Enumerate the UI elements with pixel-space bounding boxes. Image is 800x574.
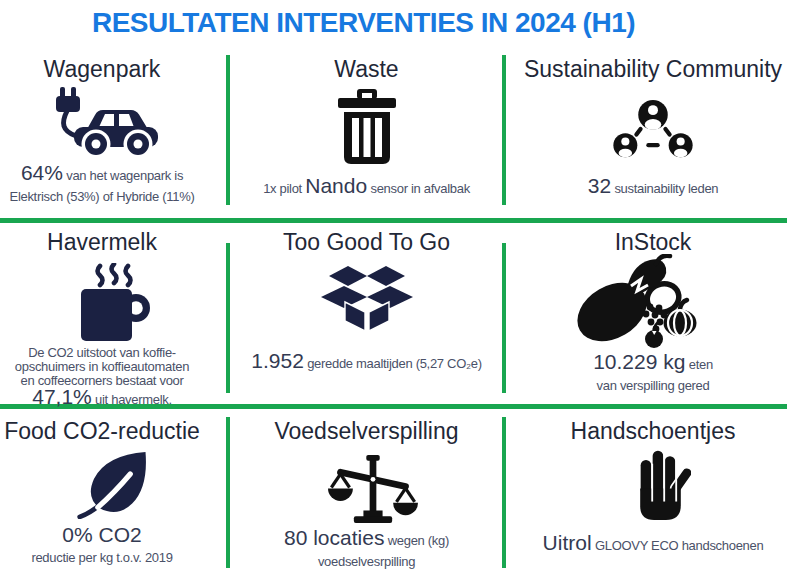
- stat-text: eten: [685, 357, 712, 372]
- section-food-co2-reductie: Food CO2-reductie 0% CO2 reductie per kg…: [0, 417, 204, 445]
- stat-value: Uitrol: [543, 531, 592, 554]
- section-stat: 32 sustainability leden: [506, 174, 800, 200]
- vegetables-icon: [492, 254, 786, 348]
- stat-line: 0% CO2: [0, 523, 204, 548]
- stat-line: 47,1% uit havermelk.: [0, 388, 204, 408]
- stat-text: sensor in afvalbak: [367, 181, 470, 196]
- section-sustainability-community: Sustainability Community 32 susta: [506, 55, 800, 83]
- section-title: Wagenpark: [0, 55, 204, 83]
- stat-line: 1.952 geredde maaltijden (5,27 CO₂e): [231, 349, 502, 375]
- stat-line: 80 locaties wegen (kg): [231, 526, 502, 552]
- section-title: Sustainability Community: [506, 55, 800, 83]
- section-stat: De CO2 uitstoot van koffie- opschuimers …: [0, 345, 204, 408]
- divider-vertical-row1-left: [226, 55, 230, 205]
- stat-text: opschuimers in koffieautomaten: [15, 359, 189, 374]
- stat-line: 10.229 kg eten: [506, 350, 800, 376]
- section-voedselverspilling: Voedselverspilling 80 locaties wegen (kg…: [231, 417, 502, 445]
- stat-text: van het wagenpark is: [63, 168, 183, 183]
- stat-line: opschuimers in koffieautomaten: [0, 359, 204, 373]
- stat-text: GLOOVY ECO handschoenen: [592, 538, 764, 553]
- stat-line: voedselvesrpilling: [231, 552, 502, 570]
- stat-text: voedselvesrpilling: [318, 554, 415, 569]
- divider-vertical-row2-left: [226, 243, 230, 393]
- stat-value: 32: [588, 174, 611, 197]
- stat-text: De CO2 uitstoot van koffie-: [28, 345, 176, 360]
- stat-text: geredde maaltijden (5,27 CO₂e): [304, 356, 482, 371]
- stat-value: 1.952: [251, 349, 304, 372]
- stat-line: 1x pilot Nando sensor in afvalbak: [231, 174, 502, 200]
- trash-bin-icon: [231, 89, 502, 165]
- stat-line: De CO2 uitstoot van koffie-: [0, 345, 204, 359]
- divider-horizontal-1: [0, 218, 787, 223]
- stat-text: reductie per kg t.o.v. 2019: [31, 550, 172, 565]
- stat-line: reductie per kg t.o.v. 2019: [0, 548, 204, 566]
- stat-text: 1x pilot: [263, 181, 305, 196]
- stat-line: 64% van het wagenpark is: [0, 161, 204, 187]
- stat-line: en coffeecorners bestaat voor: [0, 373, 204, 387]
- section-stat: 80 locaties wegen (kg) voedselvesrpillin…: [231, 526, 502, 570]
- page-title: RESULTATEN INTERVENTIES IN 2024 (H1): [0, 7, 727, 39]
- section-stat: 64% van het wagenpark is Elektrisch (53%…: [0, 161, 204, 205]
- section-instock: InStock 10.229 kg eten: [506, 228, 800, 256]
- stat-value: 47,1%: [32, 385, 92, 408]
- section-title: Too Good To Go: [231, 228, 502, 256]
- open-box-icon: [231, 266, 502, 332]
- coffee-mug-icon: [13, 263, 217, 343]
- section-title: Havermelk: [0, 228, 204, 256]
- section-stat: 0% CO2 reductie per kg t.o.v. 2019: [0, 523, 204, 566]
- section-stat: 1.952 geredde maaltijden (5,27 CO₂e): [231, 349, 502, 375]
- stat-line: Uitrol GLOOVY ECO handschoenen: [506, 531, 800, 557]
- section-title: Waste: [231, 55, 502, 83]
- stat-value: Nando: [305, 174, 367, 197]
- stat-line: 32 sustainability leden: [506, 174, 800, 200]
- section-title: Handschoentjes: [506, 417, 800, 445]
- section-wagenpark: Wagenpark 64% van het wagenpark is: [0, 55, 204, 83]
- section-stat: 1x pilot Nando sensor in afvalbak: [231, 174, 502, 200]
- people-network-icon: [506, 100, 800, 159]
- stat-text: sustainability leden: [611, 181, 718, 196]
- section-havermelk: Havermelk De CO2 uitstoot van koffie- op…: [0, 228, 204, 256]
- stat-value: 0% CO2: [62, 523, 141, 546]
- balance-scale-icon: [237, 451, 508, 524]
- stat-value: 10.229 kg: [593, 350, 685, 373]
- electric-car-icon: [0, 87, 204, 157]
- leaf-icon: [13, 448, 217, 519]
- section-too-good-to-go: Too Good To Go 1.952 geredde maaltijden …: [231, 228, 502, 256]
- section-title: InStock: [506, 228, 800, 256]
- section-stat: 10.229 kg eten van verspilling gered: [506, 350, 800, 394]
- stat-text: van verspilling gered: [597, 378, 710, 393]
- stat-value: 64%: [21, 161, 63, 184]
- section-handschoentjes: Handschoentjes Uitrol GLOOVY ECO handsch…: [506, 417, 800, 445]
- stat-line: van verspilling gered: [506, 376, 800, 394]
- section-title: Voedselverspilling: [231, 417, 502, 445]
- section-title: Food CO2-reductie: [0, 417, 204, 445]
- infographic: RESULTATEN INTERVENTIES IN 2024 (H1) Wag…: [0, 0, 800, 574]
- stat-value: 80 locaties: [284, 526, 384, 549]
- stat-text: Elektrisch (53%) of Hybride (11%): [10, 189, 195, 204]
- divider-vertical-row3-left: [226, 417, 230, 568]
- stat-line: Elektrisch (53%) of Hybride (11%): [0, 187, 204, 205]
- section-waste: Waste 1x pilot Nando sensor in afvalbak: [231, 55, 502, 83]
- stat-text: uit havermelk.: [92, 392, 172, 407]
- section-stat: Uitrol GLOOVY ECO handschoenen: [506, 531, 800, 557]
- stat-text: wegen (kg): [384, 533, 449, 548]
- hand-glove-icon: [513, 448, 800, 520]
